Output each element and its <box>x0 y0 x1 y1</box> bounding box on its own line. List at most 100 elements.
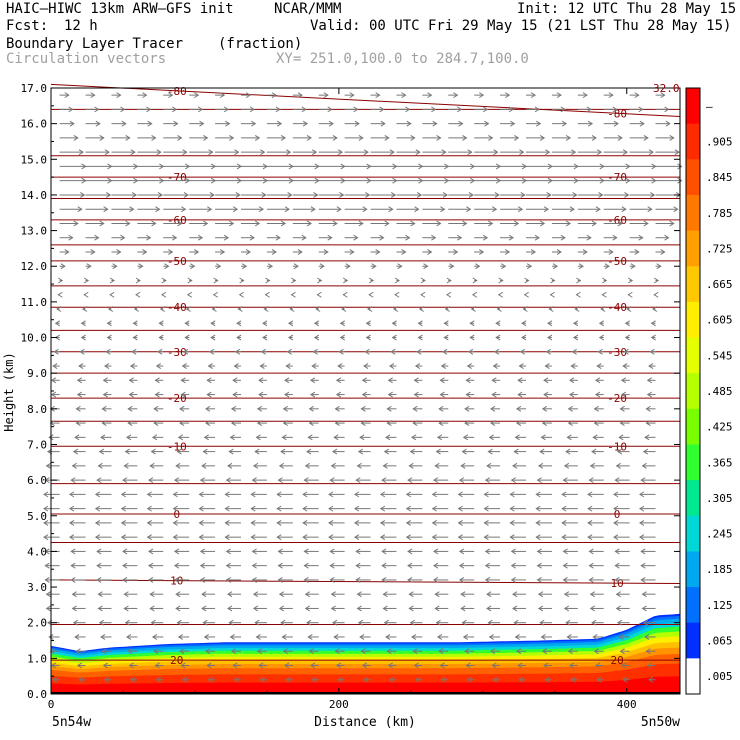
wind-arrow <box>153 420 164 427</box>
wind-arrow <box>85 106 100 113</box>
wind-arrow <box>439 377 449 384</box>
wind-arrow <box>422 234 437 241</box>
wind-arrow <box>551 106 566 113</box>
wind-arrow <box>587 534 604 541</box>
wind-arrow <box>304 591 319 598</box>
wind-arrow <box>603 249 614 255</box>
wind-arrow <box>211 306 217 312</box>
wind-arrow <box>333 634 345 640</box>
y-tick-label: 2.0 <box>27 617 47 630</box>
wind-arrow <box>85 206 109 213</box>
wind-arrow <box>517 391 526 398</box>
wind-arrow <box>619 420 630 427</box>
wind-arrow <box>85 192 112 198</box>
wind-arrow <box>205 405 216 412</box>
wind-arrow <box>391 320 397 327</box>
wind-arrow <box>460 605 475 612</box>
vectors-label: Circulation vectors <box>6 51 167 67</box>
wind-arrow <box>483 519 501 526</box>
wind-arrow <box>318 220 338 227</box>
wind-arrow <box>250 491 267 498</box>
wind-arrow <box>284 391 293 398</box>
wind-arrow <box>344 106 359 113</box>
wind-arrow <box>240 220 261 227</box>
wind-arrow <box>653 277 660 284</box>
wind-arrow <box>422 134 442 141</box>
wind-arrow <box>457 491 475 498</box>
wind-arrow <box>474 120 490 127</box>
wind-arrow <box>551 149 577 156</box>
wind-arrow <box>161 277 167 284</box>
contour-label: -50 <box>167 255 187 268</box>
wind-arrow <box>163 192 189 198</box>
y-tick-label: 12.0 <box>21 260 48 273</box>
wind-arrow <box>638 505 656 512</box>
wind-arrow <box>569 662 578 669</box>
wind-arrow <box>381 548 397 555</box>
wind-arrow <box>292 163 320 170</box>
wind-arrow <box>422 220 442 227</box>
wind-arrow <box>85 120 101 127</box>
init-time: Init: 12 UTC Thu 28 May 15 <box>517 1 737 17</box>
wind-arrow <box>189 120 205 127</box>
wind-arrow <box>179 405 190 412</box>
wind-arrow <box>394 291 400 298</box>
wind-arrow <box>158 320 164 327</box>
wind-arrow <box>655 92 666 99</box>
wind-arrow <box>50 391 60 398</box>
wind-arrow <box>72 619 86 626</box>
wind-arrow <box>603 120 619 127</box>
wind-arrow <box>292 249 303 255</box>
wind-arrow <box>102 662 112 669</box>
wind-arrow <box>576 277 582 284</box>
field-name: Boundary Layer Tracer <box>6 36 184 52</box>
wind-arrow <box>225 548 241 555</box>
wind-arrow <box>521 334 527 341</box>
wind-arrow <box>594 662 604 669</box>
contour-label: -30 <box>167 346 187 359</box>
wind-arrow <box>535 491 552 498</box>
wind-arrow <box>240 120 257 127</box>
wind-arrow <box>648 676 656 683</box>
wind-arrow <box>290 291 296 298</box>
wind-arrow <box>436 434 449 441</box>
wind-arrow <box>655 263 662 270</box>
wind-arrow <box>537 605 552 612</box>
wind-arrow <box>148 577 164 583</box>
wind-arrow <box>381 477 397 484</box>
wind-arrow <box>386 420 397 427</box>
wind-arrow <box>344 177 372 184</box>
wind-arrow <box>483 534 501 541</box>
wind-arrow <box>128 662 138 669</box>
wind-arrow <box>525 234 540 241</box>
wind-arrow <box>389 363 397 369</box>
wind-arrow <box>645 420 656 427</box>
wind-arrow <box>318 120 334 127</box>
wind-arrow <box>240 134 261 141</box>
wind-arrow <box>215 206 239 213</box>
wind-arrow <box>43 519 60 526</box>
wind-arrow <box>587 491 604 498</box>
wind-arrow <box>370 92 381 99</box>
wind-arrow <box>96 548 112 555</box>
wind-arrow <box>627 277 634 284</box>
wind-arrow <box>457 534 475 541</box>
contour-label: -20 <box>607 392 627 405</box>
forecast-hour: 12 h <box>64 18 98 34</box>
wind-arrow <box>329 562 345 569</box>
wind-arrow <box>189 92 200 99</box>
wind-arrow <box>514 634 526 640</box>
wind-arrow <box>331 448 345 455</box>
wind-arrow <box>59 263 66 270</box>
wind-arrow <box>69 505 86 512</box>
wind-arrow <box>111 263 118 270</box>
wind-arrow <box>646 662 656 669</box>
wind-arrow <box>629 134 649 141</box>
wind-arrow <box>537 591 552 598</box>
wind-arrow <box>175 591 190 598</box>
wind-arrow <box>383 448 397 455</box>
wind-arrow <box>645 405 656 412</box>
wind-arrow <box>353 505 371 512</box>
wind-arrow <box>292 106 307 113</box>
wind-arrow <box>266 220 287 227</box>
